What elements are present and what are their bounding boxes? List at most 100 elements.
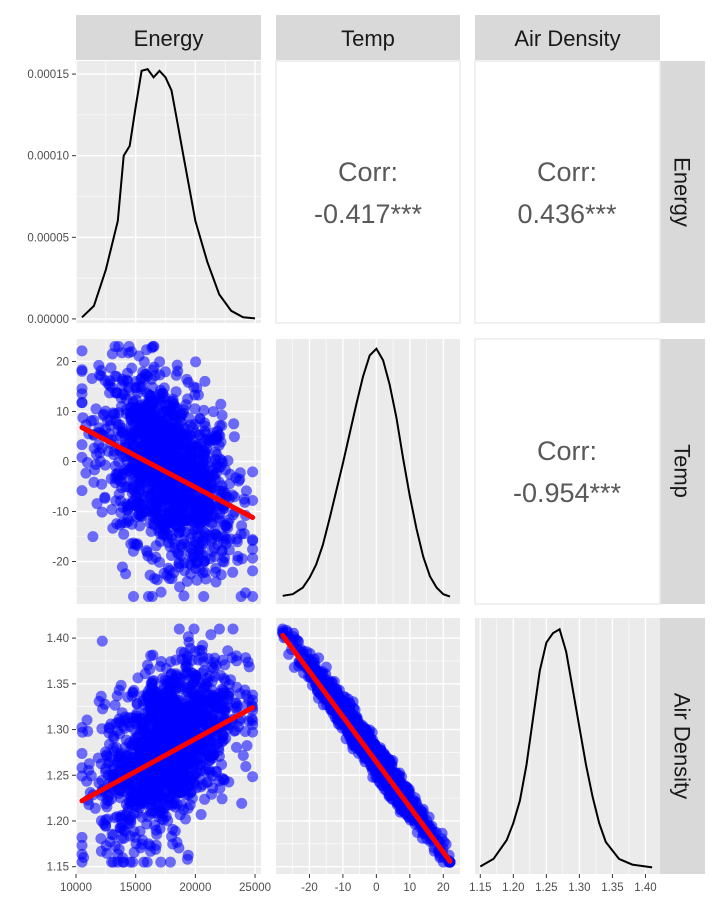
scatter-point (155, 586, 167, 598)
row-strip-air-density: Air Density (660, 618, 705, 874)
scatter-point (216, 736, 228, 748)
scatter-point (118, 528, 130, 540)
scatter-point (160, 735, 172, 747)
scatter-point (107, 760, 119, 772)
scatter-point (213, 515, 225, 527)
scatter-point (206, 736, 218, 748)
column-strip-air-density: Air Density (475, 15, 660, 60)
column-strip-energy: Energy (76, 15, 261, 60)
scatter-point (130, 838, 142, 850)
scatter-point (197, 567, 209, 579)
scatter-point (247, 771, 259, 783)
scatter-point (140, 506, 152, 517)
scatter-point (138, 856, 150, 868)
scatter-point (232, 554, 244, 566)
scatter-point (145, 840, 156, 852)
scatter-point (147, 518, 159, 530)
scatter-point (147, 476, 158, 488)
scatter-point (234, 473, 246, 485)
scatter-point (182, 515, 194, 527)
corr-panel-energy-temp: Corr: -0.417*** (275, 60, 461, 324)
scatter-point (109, 840, 121, 852)
scatter-point (105, 718, 117, 730)
air-density-y-tick-label: 1.35 (47, 679, 69, 691)
scatter-point (180, 813, 191, 825)
panel-energy-density (75, 61, 261, 323)
scatter-point (226, 652, 238, 664)
scatter-point (109, 370, 121, 382)
temp-y-tick-label: 20 (56, 357, 69, 369)
scatter-point (166, 695, 178, 707)
energy-density-y-tick-label: 0.00000 (27, 314, 69, 326)
scatter-point (96, 478, 108, 490)
column-strip-air-density-label: Air Density (514, 26, 620, 51)
scatter-point (134, 743, 145, 755)
scatter-point (200, 763, 212, 775)
scatter-point (217, 654, 229, 666)
scatter-point (91, 498, 103, 510)
scatter-point (140, 793, 152, 805)
scatter-point (182, 376, 194, 388)
scatter-point (200, 453, 212, 465)
scatter-point (209, 446, 221, 458)
scatter-point (97, 703, 109, 715)
scatter-point (179, 674, 190, 686)
scatter-point (76, 397, 88, 409)
scatter-point (206, 546, 218, 558)
scatter-point (152, 489, 164, 501)
scatter-point (120, 517, 132, 529)
scatter-point (76, 831, 88, 843)
scatter-point (188, 623, 200, 635)
scatter-point (113, 684, 125, 696)
scatter-point (76, 748, 88, 759)
scatter-point (132, 429, 144, 441)
scatter-point (82, 725, 94, 737)
scatter-point (96, 506, 108, 518)
scatter-point (76, 485, 88, 497)
scatter-point (89, 802, 101, 814)
scatter-point (157, 673, 168, 684)
row-strip-temp: Temp (660, 339, 705, 604)
scatter-point (350, 714, 362, 726)
scatter-point (213, 623, 225, 635)
scatter-point (117, 856, 129, 868)
row-strip-temp-label: Temp (670, 444, 695, 498)
scatter-point (162, 529, 174, 541)
scatter-point (204, 670, 216, 682)
scatter-point (164, 565, 176, 576)
scatter-point (242, 656, 254, 668)
energy-vs-air-density-regression-line (79, 705, 256, 804)
panel-air-density-density (475, 618, 660, 874)
scatter-point (177, 407, 189, 419)
scatter-point (183, 636, 195, 648)
scatter-point (189, 418, 201, 430)
air-density-y-tick-label: 1.15 (47, 862, 69, 874)
scatter-point (239, 726, 251, 737)
scatter-point (162, 517, 174, 529)
air-density-x-tick-label: 1.15 (469, 882, 491, 894)
scatter-point (134, 400, 146, 411)
scatter-point (393, 771, 405, 783)
scatter-point (180, 399, 192, 411)
scatter-point (110, 415, 122, 427)
scatter-point (313, 652, 325, 664)
scatter-point (189, 403, 201, 415)
scatter-point (237, 750, 249, 761)
scatter-point (216, 545, 228, 557)
scatter-point (76, 365, 88, 377)
scatter-point (206, 746, 218, 758)
scatter-point (191, 692, 203, 704)
air-density-density-curve (479, 627, 653, 869)
scatter-point (174, 581, 186, 593)
scatter-point (126, 497, 138, 509)
scatter-point (175, 683, 187, 695)
scatter-point (99, 459, 111, 471)
scatter-point (95, 370, 107, 382)
scatter-point (246, 713, 258, 724)
scatter-point (138, 356, 150, 368)
scatter-point (402, 785, 413, 797)
temp-x-tick-label: -20 (301, 882, 318, 894)
energy-density-y-tick-label: 0.00015 (27, 69, 69, 81)
scatter-point (166, 550, 177, 561)
